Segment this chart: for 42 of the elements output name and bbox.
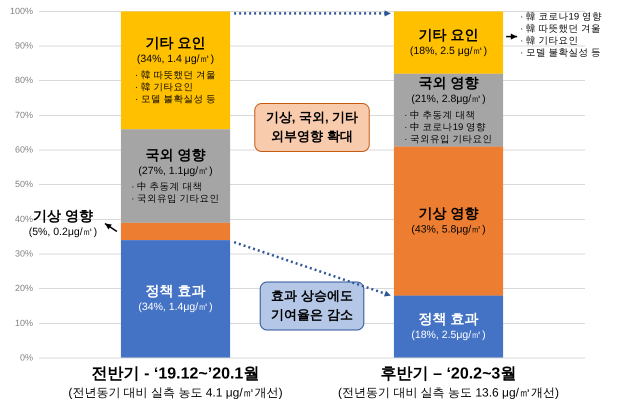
annotation: · 中 추동계 대책 · 국외유입 기타요인 bbox=[131, 180, 220, 205]
y-tick-label: 0% bbox=[20, 352, 34, 362]
y-tick-label: 40% bbox=[15, 214, 34, 224]
data-label: (5%, 0.2μg/㎥) bbox=[28, 226, 98, 238]
annotation: · 韓 코로나19 영향 · 韓 따뜻했던 겨울 · 韓 기타요인 · 모델 불확실성 등 bbox=[520, 10, 602, 59]
y-tick-label: 50% bbox=[15, 179, 34, 190]
bar bbox=[394, 296, 504, 358]
y-tick-label: 10% bbox=[15, 318, 34, 328]
y-tick-label: 70% bbox=[15, 110, 34, 120]
bar bbox=[120, 11, 230, 130]
series-label: 기타 요인 bbox=[418, 26, 478, 42]
data-label: (18%, 2.5 μg/㎥) bbox=[410, 44, 488, 57]
annotation: 효과 상승에도 기여율은 감소 bbox=[271, 288, 353, 322]
data-label: (34%, 1.4μg/㎥) bbox=[138, 301, 213, 314]
bar bbox=[120, 240, 230, 358]
bar bbox=[394, 11, 504, 74]
data-label: (18%, 2.5μg/㎥) bbox=[411, 328, 486, 341]
bar bbox=[120, 222, 230, 240]
data-label: (27%, 1.1μg/㎥) bbox=[138, 164, 213, 177]
series-label: 국외 영향 bbox=[418, 74, 478, 91]
text: 국외 영향 bbox=[146, 146, 206, 162]
data-label: (43%, 5.8μg/㎥) bbox=[411, 223, 486, 236]
text: 정책 효과 bbox=[146, 282, 206, 299]
y-tick-label: 90% bbox=[15, 40, 34, 51]
text: 기상 영향 bbox=[32, 207, 93, 224]
bar bbox=[394, 146, 504, 296]
annotation: · 中 추동계 대책 · 中 코로나19 영향 · 국외유입 기타요인 bbox=[404, 108, 493, 145]
y-tick-label: 80% bbox=[15, 75, 34, 86]
text: 기타 요인 bbox=[146, 34, 206, 51]
y-tick-label: 30% bbox=[15, 248, 34, 259]
bar bbox=[120, 129, 230, 223]
y-tick-label: 60% bbox=[15, 144, 34, 155]
x-tick-label: 후반기 – ‘20.2~3월 (전년동기 대비 실측 농도 13.6 μg/㎥개선) bbox=[338, 365, 559, 400]
x-tick-label: 전반기 - ‘19.12~’20.1월 (전년동기 대비 실측 농도 4.1 μg/㎥개선) bbox=[68, 365, 283, 400]
annotation: 기상, 국외, 기타 외부영향 확대 bbox=[266, 110, 358, 144]
series-label: 기상 영향 bbox=[418, 204, 478, 221]
annotation: · 韓 따뜻했던 겨울 · 韓 기타요인 · 모델 불확실성 등 bbox=[134, 68, 216, 105]
data-label: (34%, 1.4 μg/㎥) bbox=[136, 53, 214, 66]
y-tick-label: 100% bbox=[10, 6, 34, 16]
data-label: (21%, 2.8μg/㎥) bbox=[411, 93, 486, 106]
y-tick-label: 20% bbox=[15, 283, 34, 294]
series-label: 정책 효과 bbox=[418, 310, 478, 326]
